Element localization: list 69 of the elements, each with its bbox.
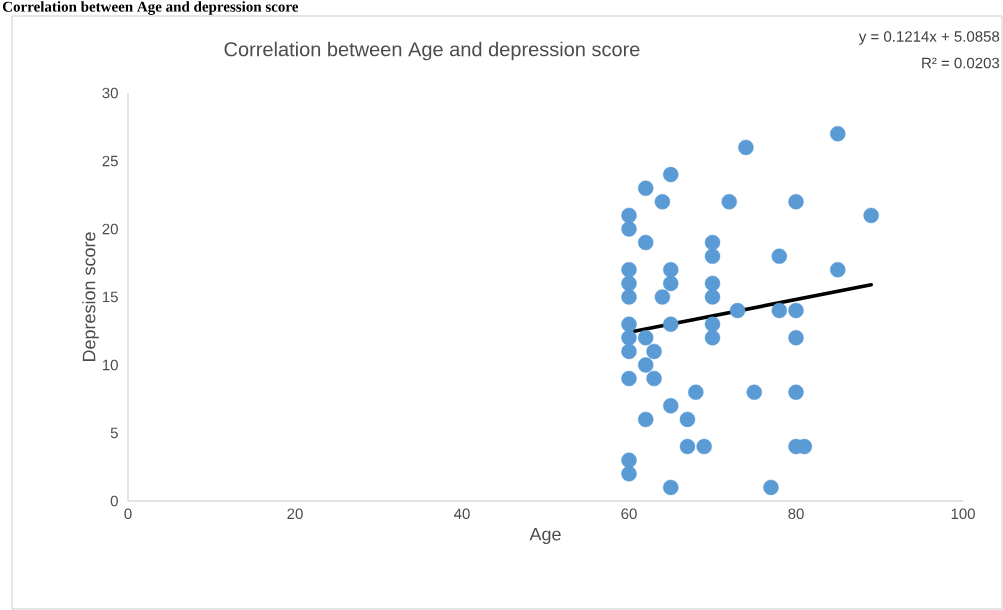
y-tick-label: 20: [102, 223, 118, 235]
text: y = 0.1214x + 5.0858: [858, 31, 1000, 45]
point: [663, 398, 679, 414]
point: [788, 194, 804, 210]
point: [663, 316, 679, 332]
x-tick-label: 0: [124, 508, 132, 520]
point: [621, 316, 637, 332]
text: R² = 0.0203: [922, 57, 1000, 69]
point: [704, 330, 721, 346]
point: [621, 275, 637, 292]
y-tick-label: 25: [102, 155, 118, 167]
y-tick-label: 30: [102, 87, 118, 99]
point: [704, 248, 721, 264]
point: [763, 479, 779, 496]
point: [621, 221, 637, 237]
point: [830, 126, 846, 142]
point: [679, 438, 696, 455]
y-tick-label: 0: [110, 495, 118, 507]
x-tick-label: 20: [287, 508, 303, 520]
point: [621, 466, 637, 482]
point: [621, 262, 637, 278]
point: [704, 316, 721, 332]
point: [621, 343, 637, 360]
point: [771, 248, 788, 264]
point: [621, 330, 637, 346]
x-tick-label: 80: [788, 508, 804, 520]
point: [646, 370, 662, 387]
text: Correlation between Age and depression score: [2, 1, 299, 15]
point: [663, 479, 679, 496]
point: [704, 234, 721, 251]
point: [654, 289, 671, 305]
point: [663, 275, 679, 292]
y-tick-label: 15: [102, 291, 118, 303]
point: [646, 343, 662, 360]
point: [771, 302, 788, 319]
y-tick-label: 5: [110, 427, 118, 439]
point: [696, 438, 712, 455]
x-axis-title: Age: [529, 527, 561, 545]
point: [638, 411, 654, 428]
point: [830, 262, 846, 278]
point: [721, 194, 737, 210]
chart-title: Correlation between Age and depression score: [224, 41, 640, 61]
point: [704, 275, 721, 292]
point: [738, 139, 754, 156]
y-axis-title: Depresion score: [82, 232, 99, 362]
point: [621, 370, 637, 387]
x-tick-label: 40: [454, 508, 470, 520]
point: [638, 330, 654, 346]
point: [863, 207, 879, 224]
point: [729, 302, 746, 319]
point: [621, 289, 637, 305]
point: [788, 330, 804, 346]
point: [654, 194, 671, 210]
point: [746, 384, 762, 400]
point: [621, 452, 637, 468]
point: [638, 234, 654, 251]
x-tick-label: 100: [951, 508, 975, 520]
point: [788, 384, 804, 400]
point: [638, 357, 654, 373]
point: [679, 411, 696, 428]
point: [638, 180, 654, 196]
y-tick-label: 10: [102, 359, 118, 371]
x-tick-label: 60: [621, 508, 637, 520]
point: [621, 207, 637, 224]
point: [663, 262, 679, 278]
point: [788, 302, 804, 319]
point: [688, 384, 704, 400]
point: [704, 289, 721, 305]
point: [663, 166, 679, 183]
